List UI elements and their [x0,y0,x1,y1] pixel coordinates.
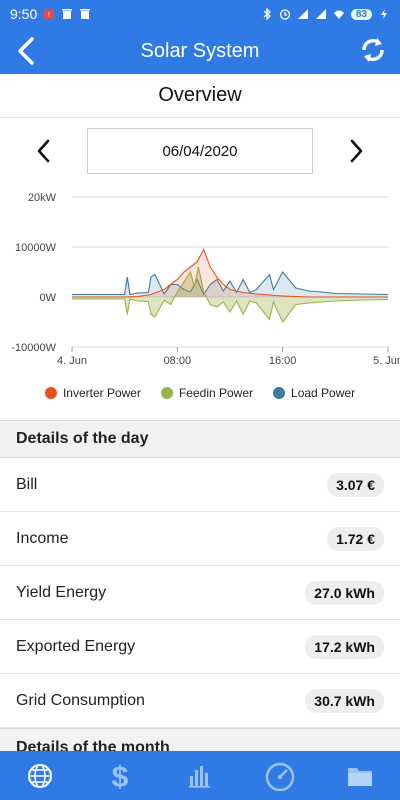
svg-text:$: $ [112,761,129,792]
series-line [72,248,388,298]
detail-value: 1.72 € [327,526,384,551]
detail-label: Exported Energy [16,637,136,655]
tab-files[interactable] [340,756,380,796]
wifi-icon [333,10,344,19]
series-area [72,267,388,322]
delete-icon [62,9,73,19]
legend-item-feedin[interactable]: Feedin Power [160,386,254,400]
tab-finance[interactable]: $ [100,756,140,796]
detail-label: Income [16,529,69,547]
date-field[interactable]: 06/04/2020 [87,128,313,174]
y-tick-label: 20kW [28,192,57,204]
svg-text:!: ! [48,12,50,19]
chart-legend: Inverter Power Feedin Power Load Power [0,382,400,404]
refresh-icon[interactable] [358,35,388,65]
legend-label: Inverter Power [62,386,141,400]
detail-label: Bill [16,475,38,493]
x-tick-label: 16:00 [269,355,297,367]
page-title: Solar System [140,39,260,62]
bar-chart-icon [189,765,210,788]
chevron-right-icon[interactable] [344,138,368,164]
tab-statistics[interactable] [180,756,220,796]
signal-icon [315,9,326,19]
series-line [72,266,389,324]
gauge-icon [265,762,295,791]
x-tick-label: 5. Jun [373,355,400,367]
legend-label: Load Power [291,386,356,400]
section-header-day: Details of the day [0,420,400,458]
charging-icon [381,9,387,19]
overview-title: Overview [0,74,400,118]
signal-icon [297,9,308,19]
detail-label: Grid Consumption [16,691,145,709]
date-text: 06/04/2020 [162,142,238,160]
bluetooth-icon [263,8,271,20]
legend-dot [273,387,286,399]
x-tick-label: 08:00 [164,355,192,367]
legend-item-inverter[interactable]: Inverter Power [44,386,141,400]
y-tick-label: 10000W [15,242,57,254]
overview-title-text: Overview [158,84,242,106]
date-selector: 06/04/2020 [0,120,400,182]
x-tick-label: 4. Jun [57,355,87,367]
detail-row-grid-consumption[interactable]: Grid Consumption 30.7 kWh [0,674,400,728]
chevron-left-icon[interactable] [32,138,56,164]
legend-label: Feedin Power [178,386,254,400]
legend-item-load[interactable]: Load Power [273,386,355,400]
dollar-icon: $ [112,761,129,792]
tab-overview[interactable] [20,756,60,796]
battery-icon: 83 [350,8,372,20]
tab-performance[interactable] [260,756,300,796]
detail-value: 3.07 € [327,472,384,497]
chevron-left-icon[interactable] [12,36,42,66]
y-tick-label: 0W [40,292,57,304]
folder-icon [348,767,372,786]
legend-dot [44,387,57,399]
detail-row-exported-energy[interactable]: Exported Energy 17.2 kWh [0,620,400,674]
detail-row-income[interactable]: Income 1.72 € [0,512,400,566]
app-bar: Solar System [0,28,400,74]
detail-row-yield-energy[interactable]: Yield Energy 27.0 kWh [0,566,400,620]
y-tick-label: -10000W [11,342,56,354]
detail-value: 17.2 kWh [305,634,384,659]
clock: 9:50 [10,6,38,22]
section-header-text: Details of the day [16,430,149,447]
delete-icon [80,9,91,19]
status-bar: 9:50 ! 83 [0,0,400,28]
series-line [72,271,389,296]
detail-value: 27.0 kWh [305,580,384,605]
detail-row-bill[interactable]: Bill 3.07 € [0,458,400,512]
detail-label: Yield Energy [16,583,107,601]
globe-icon [28,763,52,788]
legend-dot [160,387,173,399]
detail-value: 30.7 kWh [305,688,384,713]
alarm-icon [279,9,291,20]
bottom-nav: $ [0,751,400,800]
notification-icon: ! [44,9,55,19]
